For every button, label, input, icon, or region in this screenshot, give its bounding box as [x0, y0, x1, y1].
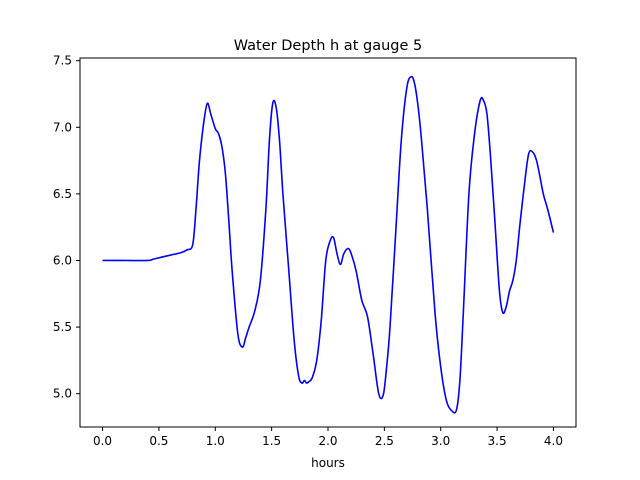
y-tick-label: 6.5 — [53, 187, 72, 201]
chart-title: Water Depth h at gauge 5 — [234, 38, 422, 54]
y-axis-ticks: 5.0 5.5 6.0 6.5 7.0 7.5 — [53, 54, 80, 401]
x-tick-label: 2.5 — [375, 434, 394, 448]
series-layer — [102, 75, 555, 414]
x-tick-label: 0.5 — [149, 434, 168, 448]
x-axis-ticks: 0.0 0.5 1.0 1.5 2.0 2.5 3.0 3.5 4.0 — [93, 427, 563, 448]
x-tick-label: 3.5 — [488, 434, 507, 448]
x-axis-label: hours — [311, 456, 345, 470]
y-tick-label: 6.0 — [53, 253, 72, 267]
y-tick-label: 7.0 — [53, 120, 72, 134]
y-tick-label: 5.5 — [53, 320, 72, 334]
x-tick-label: 1.5 — [262, 434, 281, 448]
x-tick-label: 2.0 — [318, 434, 337, 448]
x-tick-label: 3.0 — [431, 434, 450, 448]
x-tick-label: 4.0 — [544, 434, 563, 448]
y-tick-label: 5.0 — [53, 387, 72, 401]
series-line-0 — [102, 75, 555, 414]
y-tick-label: 7.5 — [53, 54, 72, 68]
x-tick-label: 1.0 — [206, 434, 225, 448]
x-tick-label: 0.0 — [93, 434, 112, 448]
